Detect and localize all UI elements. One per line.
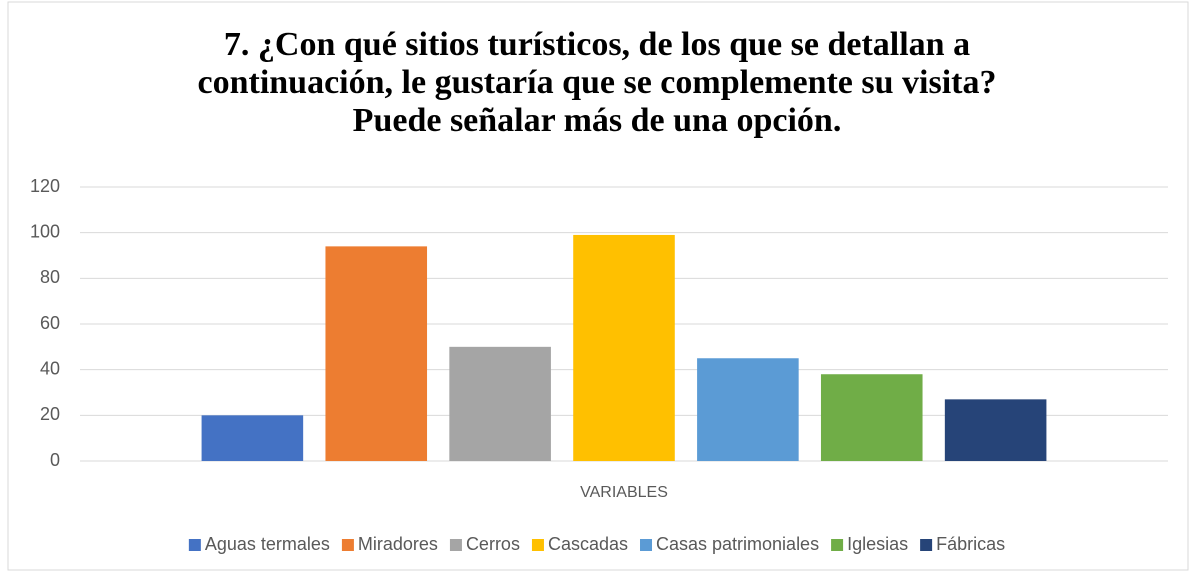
legend-swatch [188,539,201,551]
bar [820,374,923,461]
y-tick-label: 20 [40,404,60,424]
legend-swatch [449,539,462,551]
legend-swatch [831,539,844,551]
y-tick-label: 100 [30,221,60,241]
y-tick-label: 120 [30,176,60,196]
legend-label: Cascadas [548,534,628,554]
legend-label: Fábricas [936,534,1005,554]
bar [944,399,1047,461]
legend-swatch [640,539,653,551]
legend-swatch [920,539,933,551]
bar [201,415,304,461]
y-tick-label: 0 [50,450,60,470]
y-tick-label: 80 [40,267,60,287]
bar [325,246,428,461]
y-tick-label: 60 [40,313,60,333]
chart-title: 7. ¿Con qué sitios turísticos, de los qu… [197,26,997,139]
x-axis-label: VARIABLES [580,484,668,501]
chart-border [7,1,1189,571]
y-tick-label: 40 [40,358,60,378]
legend-label: Aguas termales [205,534,330,554]
legend-label: Iglesias [847,534,908,554]
legend-label: Miradores [358,534,438,554]
legend-label: Cerros [466,534,520,554]
bar [697,358,799,461]
legend-swatch [531,539,544,551]
bar [449,346,551,461]
bar [573,234,675,461]
legend-label: Casas patrimoniales [656,534,819,554]
legend-swatch [341,539,354,551]
